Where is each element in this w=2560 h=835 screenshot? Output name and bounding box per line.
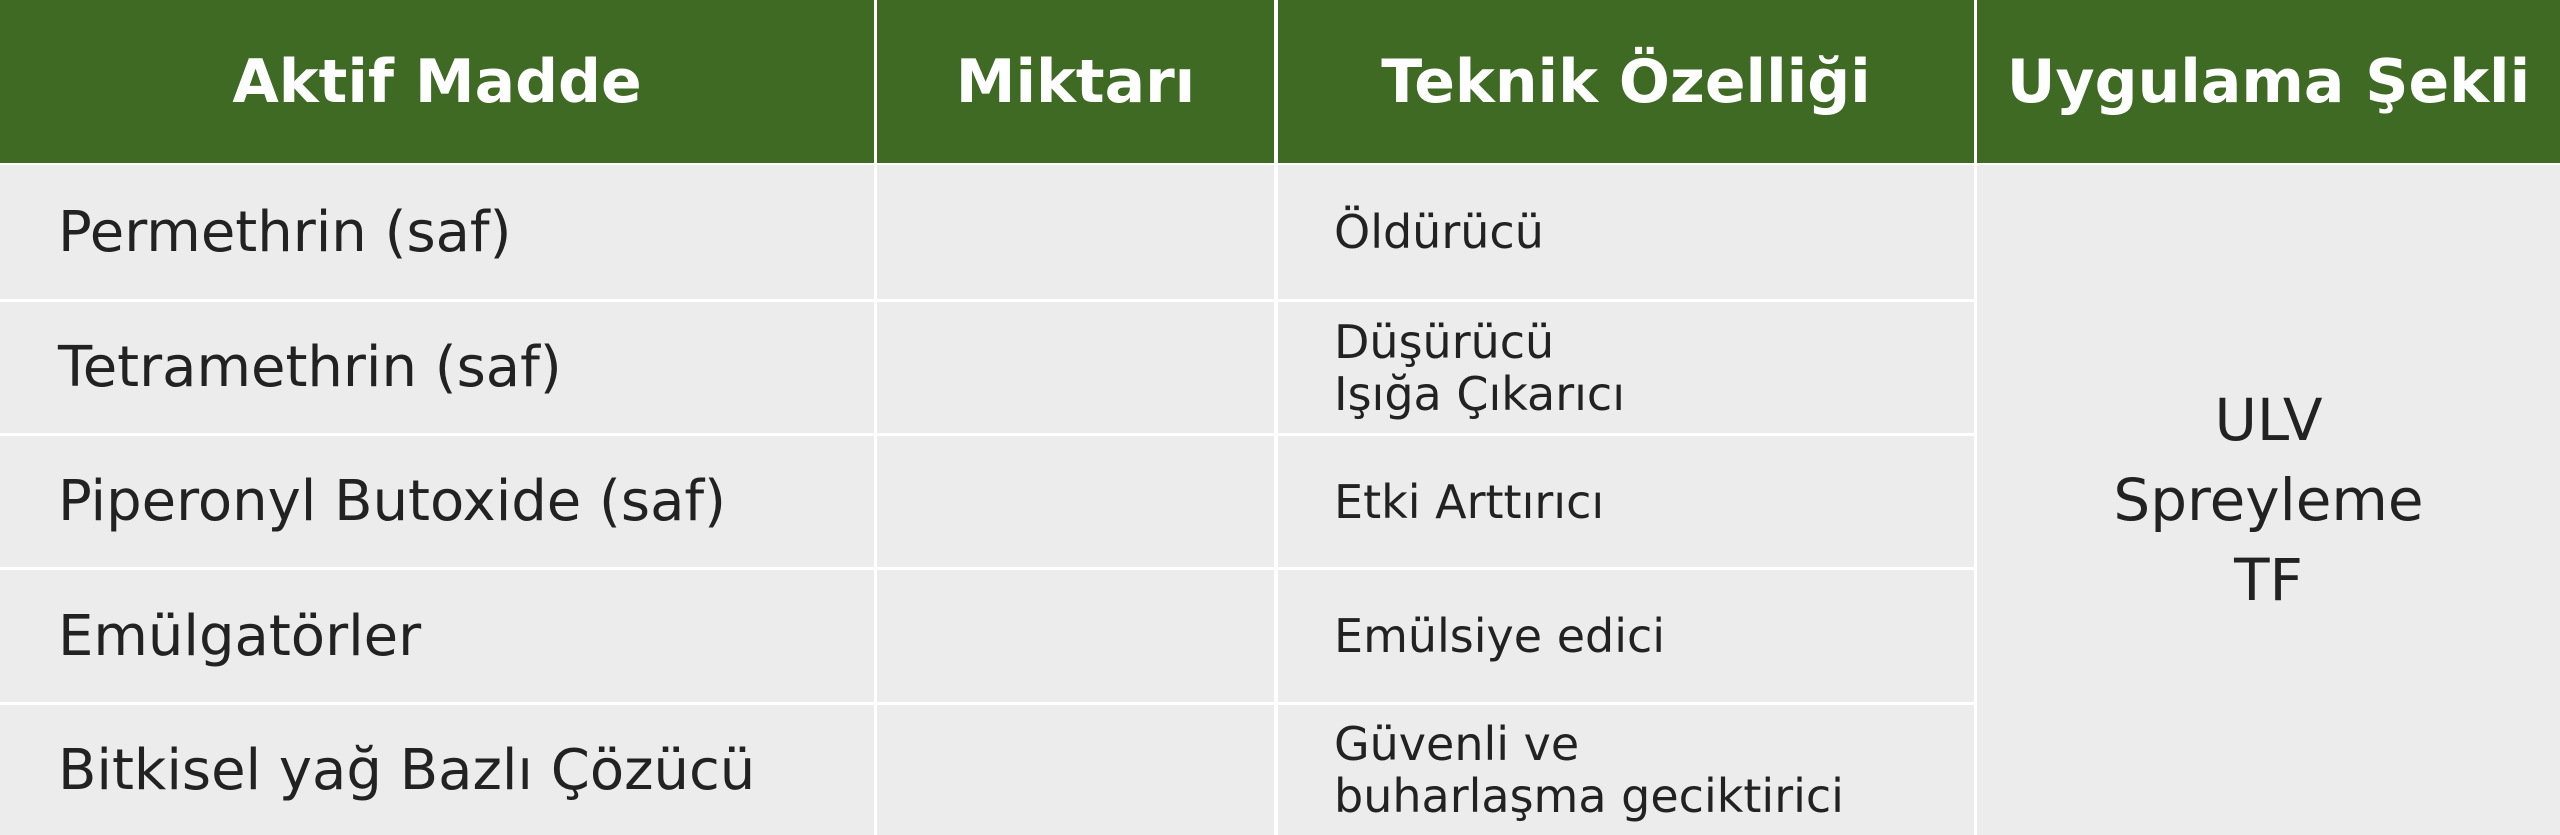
feature-line: Emülsiye edici (1334, 609, 1666, 663)
feature-cell: Etki Arttırıcı (1278, 436, 1974, 567)
name-cell: Bitkisel yağ Bazlı Çözücü (0, 705, 874, 835)
feature-line: Düşürücü (1334, 314, 1555, 369)
feature-cell: Düşürücü Işığa Çıkarıcı (1278, 302, 1974, 433)
application-line: ULV (2214, 386, 2323, 454)
feature-line: Etki Arttırıcı (1334, 474, 1605, 529)
amount-cell (877, 436, 1274, 567)
amount-cell (877, 705, 1274, 835)
feature-line: Güvenli ve (1334, 717, 1580, 771)
header-text: Teknik Özelliği (1381, 46, 1871, 117)
header-cell: Miktarı (877, 0, 1274, 163)
name-cell: Permethrin (saf) (0, 165, 874, 299)
name-text: Tetramethrin (saf) (58, 335, 562, 400)
name-text: Permethrin (saf) (58, 199, 512, 265)
feature-line: buharlaşma geciktirici (1334, 769, 1844, 823)
header-cell: Aktif Madde (0, 0, 874, 163)
name-text: Piperonyl Butoxide (saf) (58, 469, 726, 534)
feature-cell: Emülsiye edici (1278, 570, 1974, 702)
application-line: TF (2234, 546, 2303, 614)
name-text: Emülgatörler (58, 603, 422, 669)
amount-cell (877, 165, 1274, 299)
name-cell: Emülgatörler (0, 570, 874, 702)
header-cell: Teknik Özelliği (1278, 0, 1974, 163)
feature-line: Işığa Çıkarıcı (1334, 366, 1626, 421)
amount-cell (877, 570, 1274, 702)
feature-cell: Güvenli ve buharlaşma geciktirici (1278, 705, 1974, 835)
amount-cell (877, 302, 1274, 433)
name-text: Bitkisel yağ Bazlı Çözücü (58, 737, 756, 803)
header-text: Aktif Madde (232, 46, 642, 117)
name-cell: Piperonyl Butoxide (saf) (0, 436, 874, 567)
header-text: Uygulama Şekli (2006, 46, 2531, 117)
header-text: Miktarı (955, 46, 1196, 117)
header-cell: Uygulama Şekli (1977, 0, 2560, 163)
application-cell: ULV Spreyleme TF (1977, 165, 2560, 835)
application-line: Spreyleme (2113, 466, 2424, 534)
name-cell: Tetramethrin (saf) (0, 302, 874, 433)
feature-line: Öldürücü (1334, 205, 1544, 259)
feature-cell: Öldürücü (1278, 165, 1974, 299)
